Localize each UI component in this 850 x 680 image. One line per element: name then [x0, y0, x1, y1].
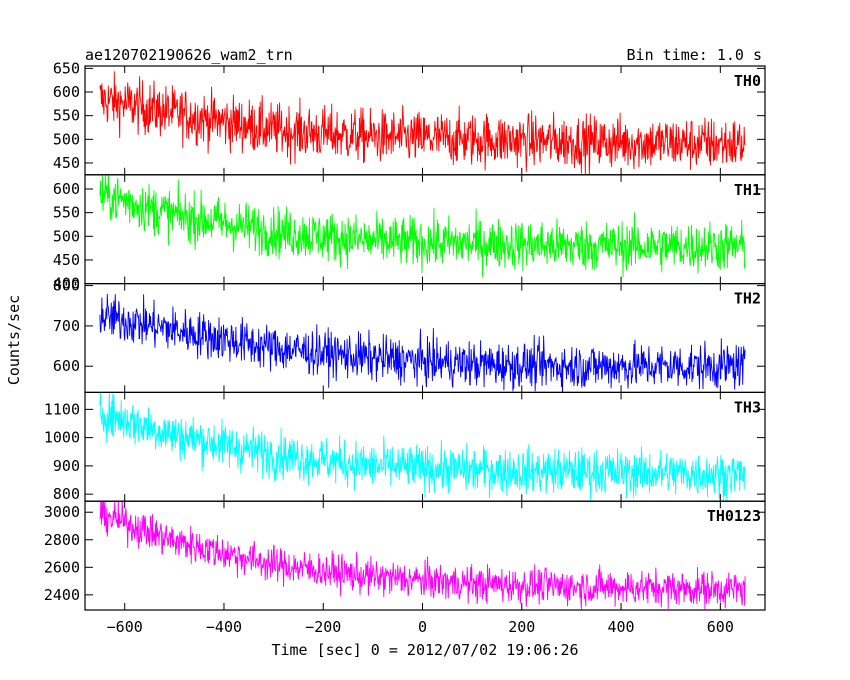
y-tick-label: 400 — [53, 275, 80, 293]
y-tick-label: 500 — [53, 130, 80, 148]
series-line-th1 — [99, 174, 746, 278]
y-tick-label: 650 — [53, 59, 80, 77]
y-tick-label: 700 — [53, 317, 80, 335]
panel-name-label: TH2 — [734, 290, 761, 308]
x-axis-label: Time [sec] 0 = 2012/07/02 19:06:26 — [271, 641, 578, 659]
y-axis-label: Counts/sec — [5, 295, 23, 385]
panel-name-label: TH0123 — [707, 507, 761, 525]
x-tick-label: −400 — [206, 618, 242, 636]
bin-time-label: Bin time: 1.0 s — [627, 46, 762, 64]
panel-name-label: TH3 — [734, 398, 761, 416]
y-tick-label: 3000 — [44, 503, 80, 521]
y-tick-label: 800 — [53, 277, 80, 295]
y-tick-label: 450 — [53, 251, 80, 269]
series-line-th0 — [99, 71, 746, 175]
y-tick-label: 900 — [53, 457, 80, 475]
y-tick-label: 1100 — [44, 400, 80, 418]
series-line-th2 — [99, 293, 746, 393]
y-tick-label: 500 — [53, 227, 80, 245]
y-tick-label: 550 — [53, 204, 80, 222]
y-tick-label: 1000 — [44, 429, 80, 447]
x-tick-label: 400 — [608, 618, 635, 636]
y-tick-label: 2400 — [44, 586, 80, 604]
panel-name-label: TH1 — [734, 181, 761, 199]
panels-group: 450 500 550 600 650 TH0 400 450 500 550 600 TH1 600 7… — [44, 59, 766, 611]
plot-title: ae120702190626_wam2_trn — [85, 46, 293, 64]
x-tick-label: −200 — [305, 618, 341, 636]
y-tick-label: 600 — [53, 180, 80, 198]
x-tick-label: −600 — [107, 618, 143, 636]
series-line-th3 — [99, 392, 746, 502]
panel-name-label: TH0 — [734, 72, 761, 90]
y-tick-label: 800 — [53, 485, 80, 503]
panel-th3: 800 900 1000 1100 TH3 — [44, 391, 766, 503]
panel-th1: 400 450 500 550 600 TH1 — [53, 174, 766, 293]
panel-th0123: 2400 2600 2800 3000 TH0123 — [44, 500, 766, 611]
x-tick-label: 200 — [508, 618, 535, 636]
x-tick-label: 600 — [707, 618, 734, 636]
y-tick-label: 550 — [53, 107, 80, 125]
panel-frame — [84, 174, 766, 285]
panel-th2: 600 700 800 TH2 — [53, 277, 766, 394]
y-tick-label: 600 — [53, 83, 80, 101]
series-line-th0123 — [99, 501, 746, 610]
x-axis: −600 −400 −200 0 200 400 600 — [107, 618, 734, 636]
y-tick-label: 2800 — [44, 531, 80, 549]
y-tick-label: 600 — [53, 357, 80, 375]
panel-frame — [84, 500, 766, 611]
y-tick-label: 450 — [53, 154, 80, 172]
x-tick-label: 0 — [418, 618, 427, 636]
panel-th0: 450 500 550 600 650 TH0 — [53, 59, 766, 176]
y-tick-label: 2600 — [44, 558, 80, 576]
